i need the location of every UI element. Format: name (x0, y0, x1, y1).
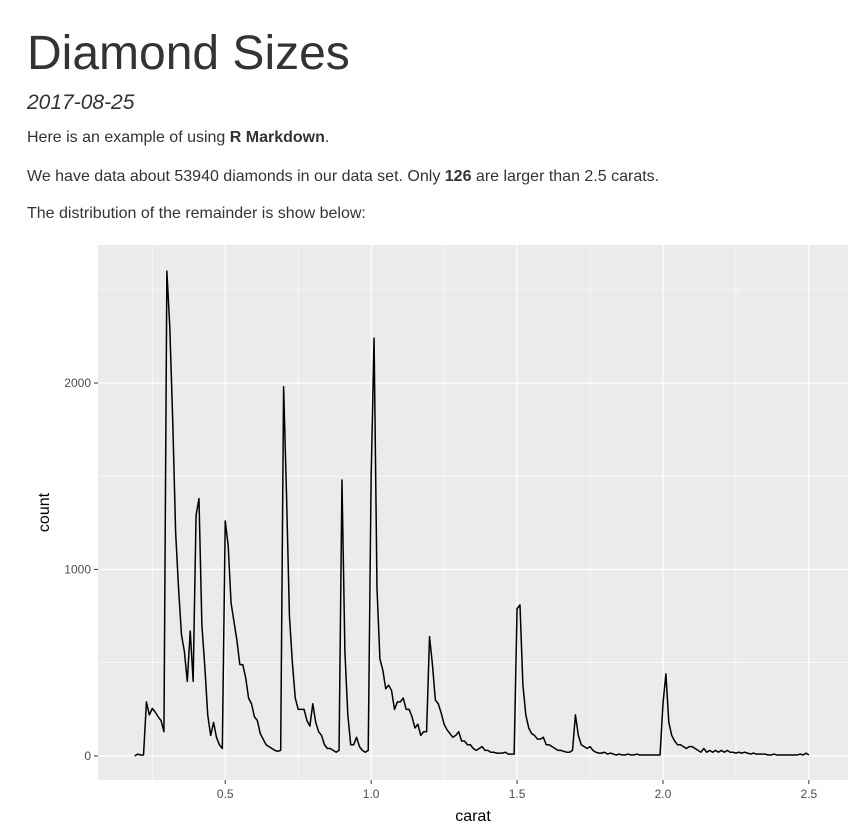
paragraph: The distribution of the remainder is sho… (27, 203, 366, 225)
y-tick-label: 2000 (64, 376, 91, 390)
text: Here is an example of using (27, 129, 230, 146)
text: . (324, 129, 330, 146)
y-axis-title: count (36, 492, 53, 532)
line (134, 270, 810, 757)
paragraph: Here is an example of using R Markdown. (27, 127, 329, 149)
bold-text: R Markdown (229, 129, 325, 146)
x-tick-label: 2.5 (801, 787, 818, 801)
panel (98, 245, 848, 780)
x-tick-label: 1.5 (509, 787, 526, 801)
text: The distribution of the remainder is sho… (27, 205, 366, 222)
date: 2017-08-25 (27, 91, 135, 114)
title: Diamond Sizes (27, 27, 350, 80)
chart: 0.5 1.0 1.5 2.0 2.5 0 1000 2000 carat count (36, 245, 848, 825)
x-tick-label: 0.5 (217, 787, 234, 801)
bold-text: 126 (444, 168, 472, 185)
x-tick-label: 2.0 (655, 787, 672, 801)
x-axis-title: carat (455, 808, 491, 825)
text: are larger than 2.5 carats. (471, 168, 660, 185)
text: We have data about 53940 diamonds in our… (27, 168, 445, 185)
x-tick-label: 1.0 (363, 787, 380, 801)
paragraph: We have data about 53940 diamonds in our… (27, 166, 659, 188)
y-tick-label: 0 (84, 749, 91, 763)
y-tick-label: 1000 (64, 562, 91, 576)
